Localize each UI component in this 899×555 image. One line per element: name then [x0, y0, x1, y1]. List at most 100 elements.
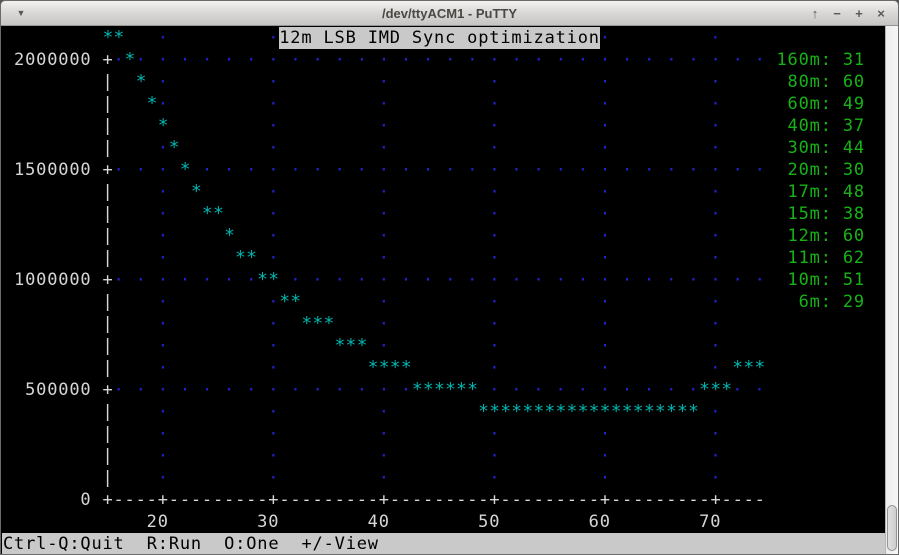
- gridline-dots: ·: [157, 138, 169, 158]
- chart-point-run: *: [135, 71, 147, 92]
- axis-element: 30: [257, 512, 280, 532]
- legend-entry: 80m: 60: [776, 72, 865, 92]
- legend-entry: 11m: 62: [776, 248, 865, 268]
- minimize-button[interactable]: −: [833, 5, 841, 21]
- gridline-dots: · · ·: [113, 160, 169, 180]
- status-bar: Ctrl-Q:Quit R:Run O:One +/-View: [2, 533, 885, 554]
- chart-point-run: **: [279, 291, 302, 312]
- axis-element: |: [102, 424, 114, 444]
- scrollbar-track[interactable]: [885, 26, 898, 554]
- axis-element: 0: [80, 490, 92, 510]
- legend-entry: 60m: 49: [776, 94, 865, 114]
- gridline-dots: · · · · ·: [268, 116, 722, 136]
- chart-point-run: ***: [699, 379, 733, 400]
- axis-element: |: [102, 468, 114, 488]
- axis-element: 2000000: [14, 50, 92, 70]
- chart-point-run: ***: [732, 357, 766, 378]
- gridline-dots: ·: [599, 28, 611, 48]
- chart-point-run: *: [124, 49, 136, 70]
- gridline-dots: · · · · · ·: [157, 314, 722, 334]
- axis-element: +: [102, 380, 114, 400]
- chart-point-run: *: [146, 93, 158, 114]
- gridline-dots: · · · · · · · · · · · · · · · · · · · · …: [290, 270, 766, 290]
- axis-element: |: [102, 182, 114, 202]
- terminal-screen[interactable]: ** · · 12m LSB IMD Sync optimization · · 20000…: [2, 26, 885, 533]
- gridline-dots: ·: [157, 358, 169, 378]
- legend-entry: 160m: 31: [776, 50, 865, 70]
- maximize-button[interactable]: +: [855, 5, 863, 21]
- window-title: /dev/ttyACM1 - PuTTY: [381, 5, 518, 21]
- gridline-dots: · · · · · ·: [157, 226, 722, 246]
- gridline-dots: · · · · · ·: [157, 72, 722, 92]
- scrollbar-thumb[interactable]: [887, 505, 897, 551]
- axis-element: |: [102, 226, 114, 246]
- gridline-dots: · · · · ·: [268, 138, 722, 158]
- axis-element: 40: [367, 512, 390, 532]
- axis-element: +: [102, 160, 114, 180]
- legend-entry: 40m: 37: [776, 116, 865, 136]
- axis-element: |: [102, 138, 114, 158]
- gridline-dots: · · · · · · · · · · · · · · · · · · · · …: [113, 50, 766, 70]
- legend-entry: 20m: 30: [776, 160, 865, 180]
- close-button[interactable]: ×: [877, 5, 885, 21]
- window-controls: ↑ − + ×: [804, 1, 892, 26]
- gridline-dots: · · · · · · · · · · · · · · · · · · · · …: [201, 160, 766, 180]
- gridline-dots: ·: [378, 402, 390, 422]
- gridline-dots: · · · · · ·: [157, 424, 722, 444]
- gridline-dots: · · · · · ·: [157, 94, 722, 114]
- chart-point-run: **: [235, 247, 258, 268]
- axis-element: |: [102, 204, 114, 224]
- axis-element: |: [102, 446, 114, 466]
- gridline-dots: ·: [157, 402, 169, 422]
- gridline-dots: ·: [710, 28, 722, 48]
- axis-element: +: [102, 270, 114, 290]
- gridline-dots: ·: [268, 402, 280, 422]
- chart-point-run: ******: [411, 379, 479, 400]
- axis-element: +: [102, 50, 114, 70]
- legend-entry: 10m: 51: [776, 270, 865, 290]
- axis-element: |: [102, 358, 114, 378]
- status-bar-text: Ctrl-Q:Quit R:Run O:One +/-View: [3, 534, 379, 554]
- chart-point-run: ***: [334, 335, 368, 356]
- axis-element: +----+---------+---------+---------+----…: [102, 490, 766, 510]
- chart-point-run: **: [201, 203, 224, 224]
- legend-entry: 17m: 48: [776, 182, 865, 202]
- window-menu-icon[interactable]: ▼: [16, 8, 26, 18]
- axis-element: 20: [146, 512, 169, 532]
- gridline-dots: · · · · · · · · · ·: [489, 380, 700, 400]
- chart-point-run: ****: [367, 357, 412, 378]
- axis-element: |: [102, 72, 114, 92]
- chart-point-run: ********************: [478, 401, 700, 422]
- chart-point-run: *: [190, 181, 202, 202]
- chart-point-run: *: [224, 225, 236, 246]
- gridline-dots: · · · · · · ·: [113, 270, 258, 290]
- chart-title: 12m LSB IMD Sync optimization: [279, 27, 600, 49]
- gridline-dots: · · · · · ·: [157, 446, 722, 466]
- shade-button[interactable]: ↑: [811, 5, 819, 21]
- gridline-dots: · · · · · ·: [157, 292, 722, 312]
- axis-element: |: [102, 336, 114, 356]
- chart-point-run: *: [168, 137, 180, 158]
- gridline-dots: · · · · · ·: [157, 336, 722, 356]
- gridline-dots: ·: [268, 28, 280, 48]
- chart-point-run: *: [179, 159, 191, 180]
- gridline-dots: ·: [710, 402, 722, 422]
- chart-point-run: ***: [301, 313, 335, 334]
- legend-entry: 30m: 44: [776, 138, 865, 158]
- gridline-dots: ·: [268, 358, 280, 378]
- chart-point-run: *: [157, 115, 169, 136]
- axis-element: |: [102, 402, 114, 422]
- gridline-dots: · · · · · · · · · · · · · ·: [113, 380, 412, 400]
- axis-element: 1500000: [14, 160, 92, 180]
- gridline-dots: · · · · · ·: [157, 204, 722, 224]
- gridline-dots: · · · · · ·: [157, 182, 722, 202]
- chart-point-run: **: [102, 27, 125, 48]
- legend-entry: 15m: 38: [776, 204, 865, 224]
- axis-element: |: [102, 248, 114, 268]
- gridline-dots: · · ·: [489, 358, 722, 378]
- axis-element: |: [102, 94, 114, 114]
- axis-element: 500000: [25, 380, 92, 400]
- axis-element: 60: [588, 512, 611, 532]
- axis-element: |: [102, 292, 114, 312]
